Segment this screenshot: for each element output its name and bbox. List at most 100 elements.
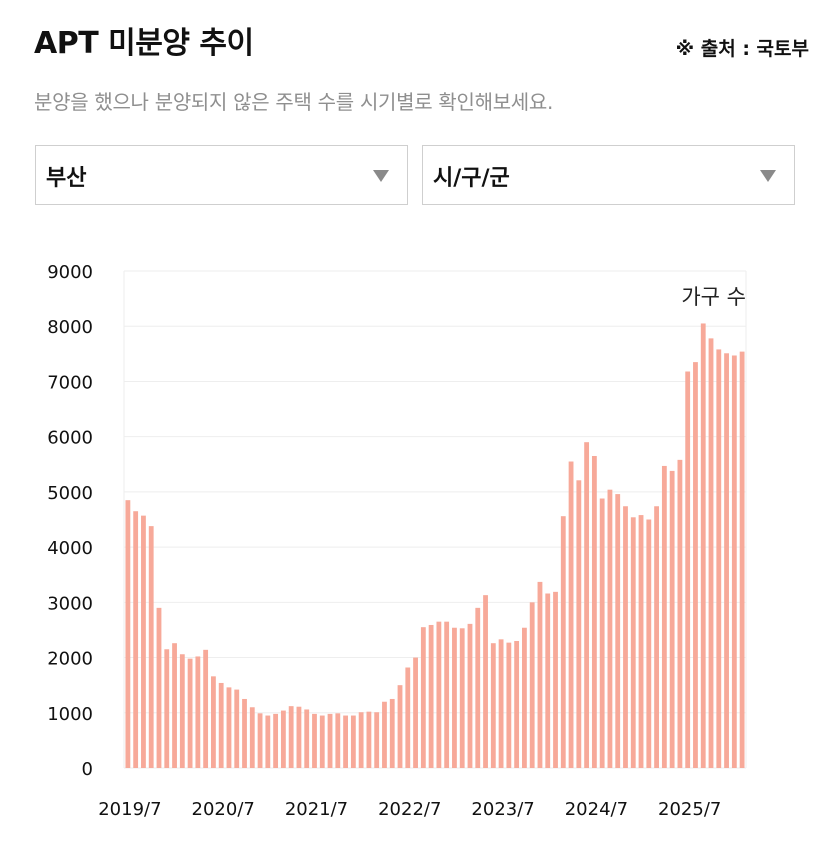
bar — [475, 607, 481, 768]
y-tick-label: 1000 — [47, 704, 93, 725]
bar — [164, 649, 170, 768]
bar — [172, 643, 177, 768]
source-note: ※ 출처 : 국토부 — [675, 38, 809, 60]
bar — [498, 639, 504, 768]
bar — [211, 676, 216, 768]
bar — [296, 706, 302, 768]
bar — [623, 506, 628, 768]
bar — [467, 623, 473, 768]
unit-label: 가구 수 — [681, 285, 746, 309]
x-tick-label: 2020/7 — [192, 799, 255, 820]
region-select[interactable]: 부산 — [35, 145, 408, 205]
bar — [374, 712, 380, 768]
chevron-down-icon — [373, 170, 389, 182]
bar — [483, 595, 488, 768]
bar — [638, 515, 644, 768]
bar — [389, 698, 395, 768]
bar — [405, 667, 411, 768]
bar — [459, 628, 465, 768]
district-select-value: 시/구/군 — [433, 166, 510, 191]
bar — [436, 621, 442, 768]
y-tick-label: 7000 — [47, 372, 93, 393]
bar — [522, 627, 527, 768]
bar — [693, 362, 698, 768]
y-tick-label: 5000 — [47, 483, 93, 504]
bar — [141, 515, 146, 768]
bar — [716, 349, 722, 768]
bar — [195, 656, 201, 768]
x-tick-label: 2023/7 — [471, 799, 534, 820]
bar — [591, 455, 597, 768]
region-select-value: 부산 — [46, 166, 87, 191]
bar — [288, 706, 294, 768]
bar — [327, 713, 333, 768]
bar — [615, 494, 621, 768]
bar — [350, 715, 356, 768]
bar — [343, 715, 348, 768]
x-tick-label: 2021/7 — [285, 799, 348, 820]
bar — [724, 353, 729, 768]
x-tick-label: 2022/7 — [378, 799, 441, 820]
bar — [280, 710, 286, 768]
bar — [630, 517, 636, 768]
bar — [661, 465, 667, 768]
bar — [187, 658, 193, 768]
bar — [452, 627, 457, 768]
bar — [708, 338, 714, 768]
x-tick-label: 2025/7 — [658, 799, 721, 820]
bar — [739, 351, 745, 768]
bar — [560, 516, 566, 768]
bar — [576, 480, 582, 768]
bar — [148, 526, 154, 768]
bar — [335, 713, 341, 768]
bar — [669, 470, 675, 768]
bar — [413, 657, 418, 768]
bar — [358, 712, 364, 768]
y-tick-label: 4000 — [47, 538, 93, 559]
y-tick-label: 2000 — [47, 649, 93, 670]
page-title: APT 미분양 추이 — [34, 26, 254, 61]
bar — [731, 355, 737, 768]
bar — [514, 640, 520, 768]
bar — [312, 713, 317, 768]
y-tick-label: 8000 — [47, 317, 93, 338]
bar — [444, 621, 450, 768]
bar — [529, 602, 535, 768]
bar — [700, 323, 706, 768]
y-tick-label: 6000 — [47, 428, 93, 449]
bar — [179, 654, 185, 768]
bar — [382, 701, 387, 768]
bar — [397, 685, 403, 768]
bar — [273, 713, 279, 768]
bar — [156, 607, 162, 768]
bar — [537, 581, 543, 768]
chevron-down-icon — [760, 170, 776, 182]
bar — [304, 709, 310, 768]
bar — [545, 593, 551, 768]
y-tick-label: 3000 — [47, 593, 93, 614]
y-tick-label: 0 — [82, 759, 93, 780]
x-tick-label: 2019/7 — [98, 799, 161, 820]
bar — [319, 715, 325, 768]
bar — [133, 511, 139, 768]
bar — [607, 489, 613, 768]
bar — [584, 442, 590, 768]
bar — [218, 682, 224, 768]
bar — [506, 642, 512, 768]
bar — [490, 643, 496, 768]
bar — [125, 500, 131, 768]
district-select[interactable]: 시/구/군 — [422, 145, 795, 205]
bar — [366, 711, 372, 768]
bar — [203, 649, 209, 768]
bar — [553, 591, 558, 768]
bar — [420, 627, 426, 768]
bar — [249, 707, 255, 768]
bar — [677, 459, 683, 768]
y-tick-label: 9000 — [47, 262, 93, 283]
bar — [226, 687, 232, 768]
bar — [428, 624, 434, 768]
bar — [654, 506, 659, 768]
bar — [599, 498, 605, 768]
bar — [257, 713, 263, 768]
